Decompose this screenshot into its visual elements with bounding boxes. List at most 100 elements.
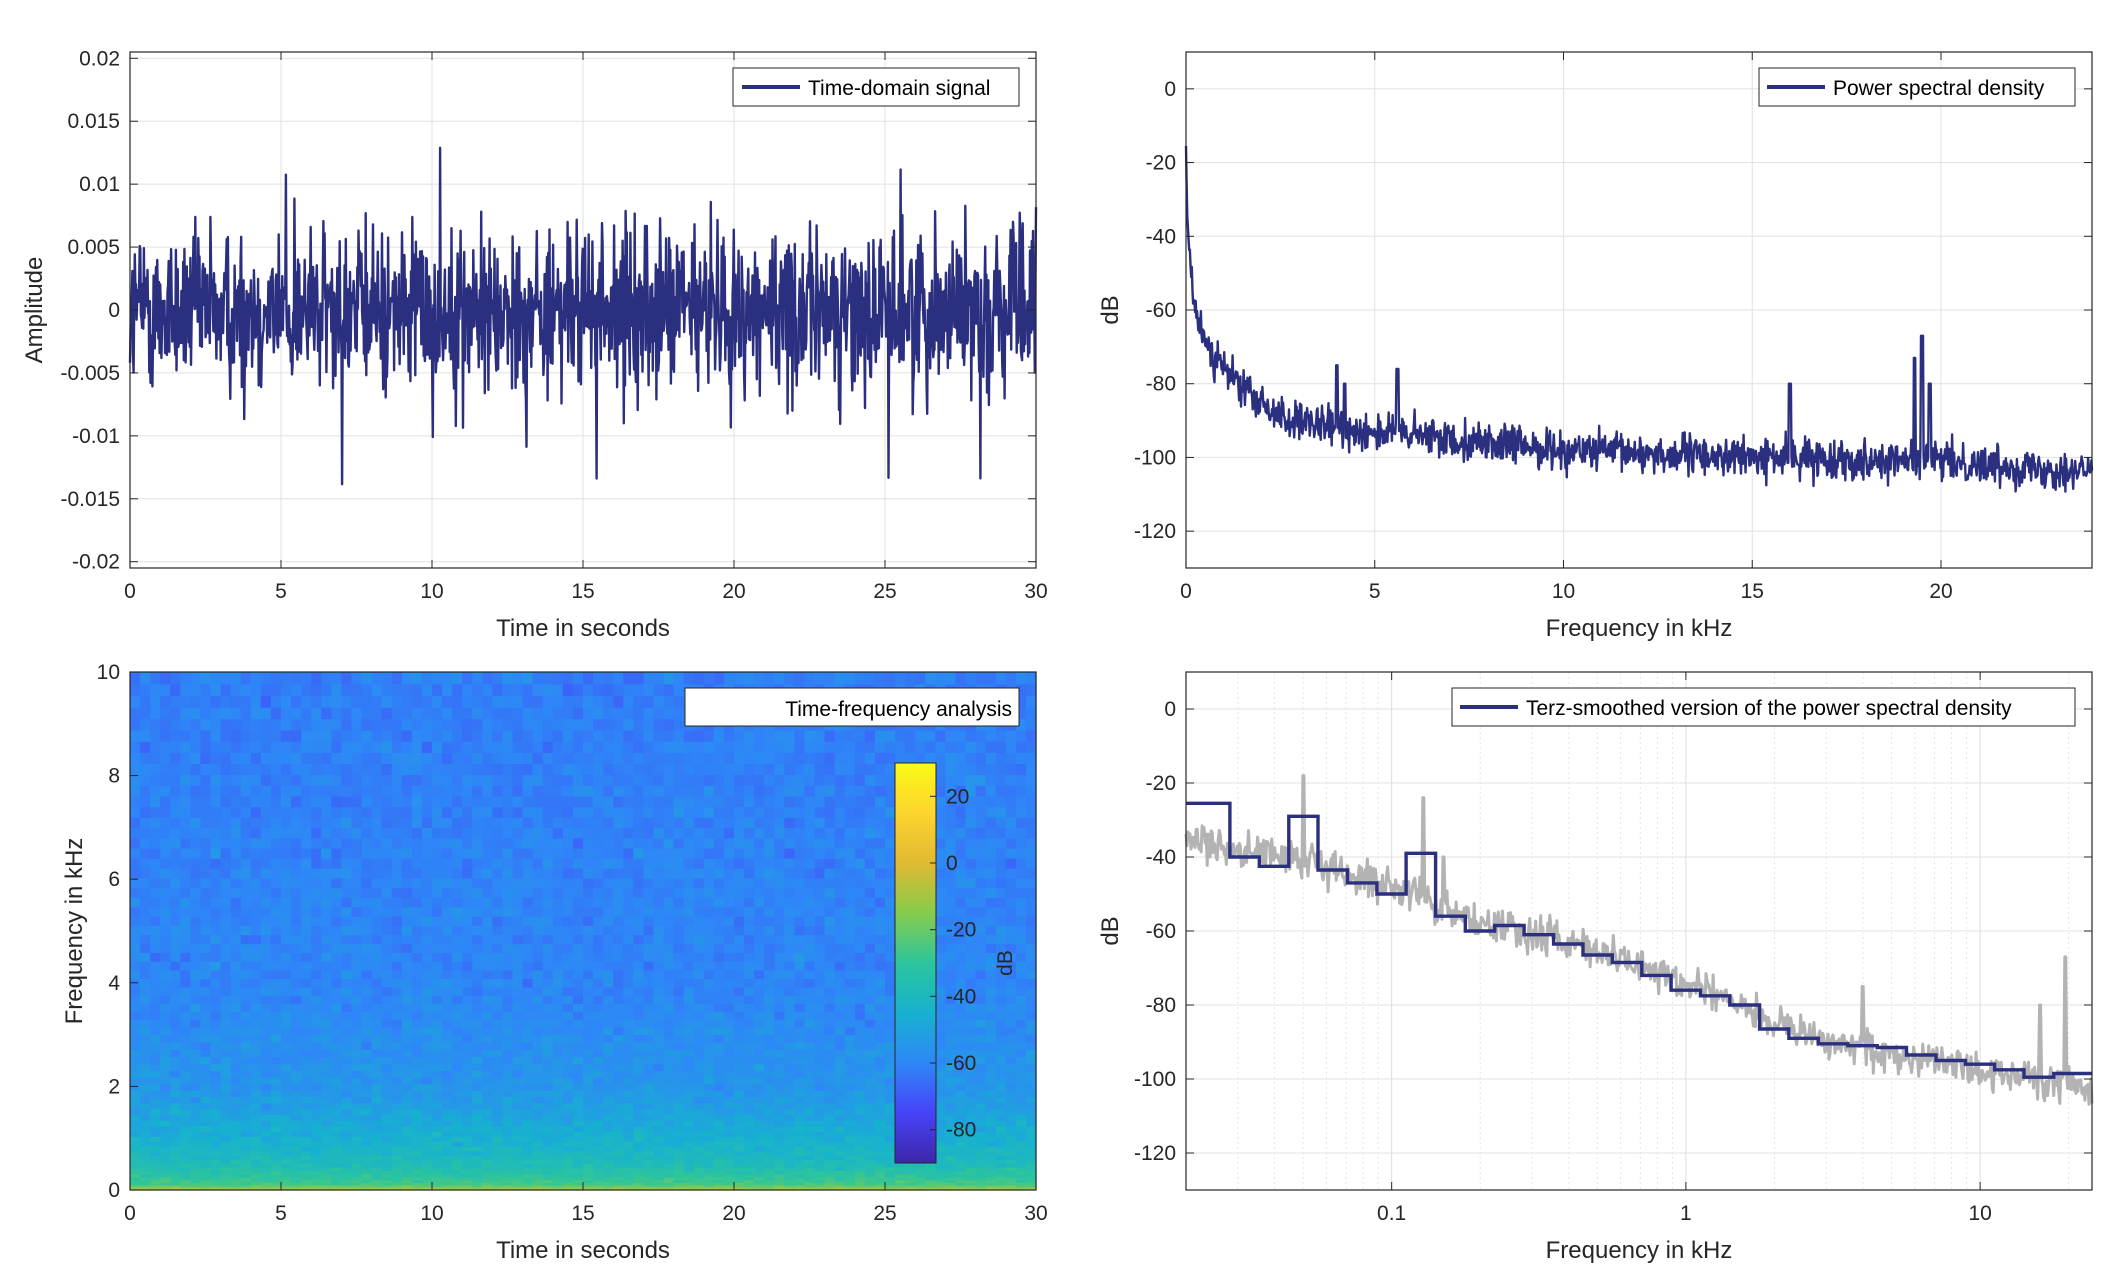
heatmap-cell [170, 1090, 181, 1098]
heatmap-cell [633, 1154, 644, 1160]
heatmap-cell [653, 1114, 665, 1121]
heatmap-cell [683, 1159, 695, 1164]
heatmap-cell [844, 1083, 856, 1091]
heatmap-cell [633, 868, 644, 879]
heatmap-cell [200, 1114, 212, 1121]
heatmap-cell [492, 1090, 504, 1098]
heatmap-cell [814, 1056, 826, 1065]
heatmap-cell [150, 1077, 161, 1085]
heatmap-cell [844, 868, 856, 879]
heatmap-cell [1025, 1026, 1037, 1036]
heatmap-cell [734, 943, 745, 954]
heatmap-cell [844, 1125, 856, 1132]
heatmap-cell [754, 1170, 765, 1175]
heatmap-cell [613, 1063, 624, 1072]
heatmap-cell [824, 961, 836, 971]
heatmap-cell [683, 1019, 695, 1028]
heatmap-cell [351, 1179, 363, 1183]
heatmap-cell [613, 1136, 624, 1142]
heatmap-cell [260, 1003, 272, 1012]
heatmap-cell [663, 858, 675, 869]
heatmap-cell [1025, 1173, 1037, 1178]
heatmap-cell [774, 848, 785, 859]
heatmap-cell [1025, 1188, 1037, 1191]
heatmap-cell [643, 995, 655, 1004]
heatmap-cell [552, 995, 564, 1004]
heatmap-cell [945, 1186, 957, 1189]
heatmap-cell [502, 1184, 514, 1188]
heatmap-cell [874, 1090, 886, 1098]
heatmap-cell [381, 1150, 393, 1156]
heatmap-cell [774, 1179, 785, 1183]
heatmap-cell [411, 978, 423, 988]
heatmap-cell [472, 877, 483, 889]
heatmap-cell [230, 848, 242, 859]
heatmap-cell [401, 1056, 413, 1065]
heatmap-cell [381, 1003, 393, 1012]
heatmap-cell [824, 1136, 836, 1142]
heatmap-cell [130, 952, 141, 962]
heatmap-cell [452, 1063, 463, 1072]
heatmap-cell [744, 1102, 755, 1110]
heatmap-cell [703, 1114, 715, 1121]
heatmap-cell [935, 1026, 946, 1036]
heatmap-cell [764, 1049, 775, 1058]
heatmap-cell [190, 1019, 202, 1028]
heatmap-cell [361, 995, 373, 1004]
y-tick-label: -80 [1146, 373, 1176, 396]
heatmap-cell [421, 934, 433, 945]
heatmap-cell [240, 1019, 252, 1028]
heatmap-cell [250, 1154, 262, 1160]
heatmap-cell [854, 969, 866, 980]
heatmap-cell [854, 858, 866, 869]
heatmap-cell [834, 1141, 846, 1147]
heatmap-cell [532, 1090, 544, 1098]
heatmap-cell [170, 978, 181, 988]
heatmap-cell [492, 858, 504, 869]
heatmap-cell [472, 858, 483, 869]
heatmap-cell [874, 1173, 886, 1178]
heatmap-cell [975, 1102, 987, 1110]
heatmap-cell [814, 1034, 826, 1043]
heatmap-cell [844, 1150, 856, 1156]
heatmap-cell [965, 1102, 977, 1110]
heatmap-cell [683, 1188, 695, 1191]
heatmap-cell [421, 986, 433, 996]
heatmap-cell [784, 1070, 795, 1078]
heatmap-cell [472, 952, 483, 962]
heatmap-cell [754, 916, 765, 926]
heatmap-cell [643, 1120, 655, 1127]
heatmap-cell [341, 1125, 353, 1132]
heatmap-cell [663, 1070, 675, 1078]
heatmap-cell [270, 1173, 282, 1178]
heatmap-cell [371, 1154, 383, 1160]
heatmap-cell [583, 1176, 594, 1181]
heatmap-cell [442, 1114, 453, 1121]
heatmap-cell [864, 1145, 876, 1152]
heatmap-cell [643, 1150, 655, 1156]
heatmap-cell [240, 1120, 252, 1127]
heatmap-cell [512, 1182, 524, 1186]
heatmap-cell [200, 858, 212, 869]
heatmap-cell [361, 1041, 373, 1050]
heatmap-cell [693, 1141, 705, 1147]
heatmap-cell [744, 1186, 755, 1189]
heatmap-cell [824, 1159, 836, 1164]
heatmap-cell [150, 1096, 161, 1104]
heatmap-cell [804, 1041, 816, 1050]
heatmap-cell [874, 969, 886, 980]
heatmap-cell [885, 1026, 896, 1036]
heatmap-cell [260, 887, 272, 898]
heatmap-cell [935, 1041, 946, 1050]
heatmap-cell [744, 1173, 755, 1178]
heatmap-cell [260, 1179, 272, 1183]
heatmap-cell [895, 1176, 906, 1181]
heatmap-cell [331, 1090, 342, 1098]
heatmap-cell [270, 1179, 282, 1183]
heatmap-cell [512, 1090, 524, 1098]
heatmap-cell [975, 887, 987, 898]
heatmap-cell [562, 1034, 574, 1043]
heatmap-cell [562, 1063, 574, 1072]
heatmap-cell [260, 1182, 272, 1186]
heatmap-cell [472, 848, 483, 859]
